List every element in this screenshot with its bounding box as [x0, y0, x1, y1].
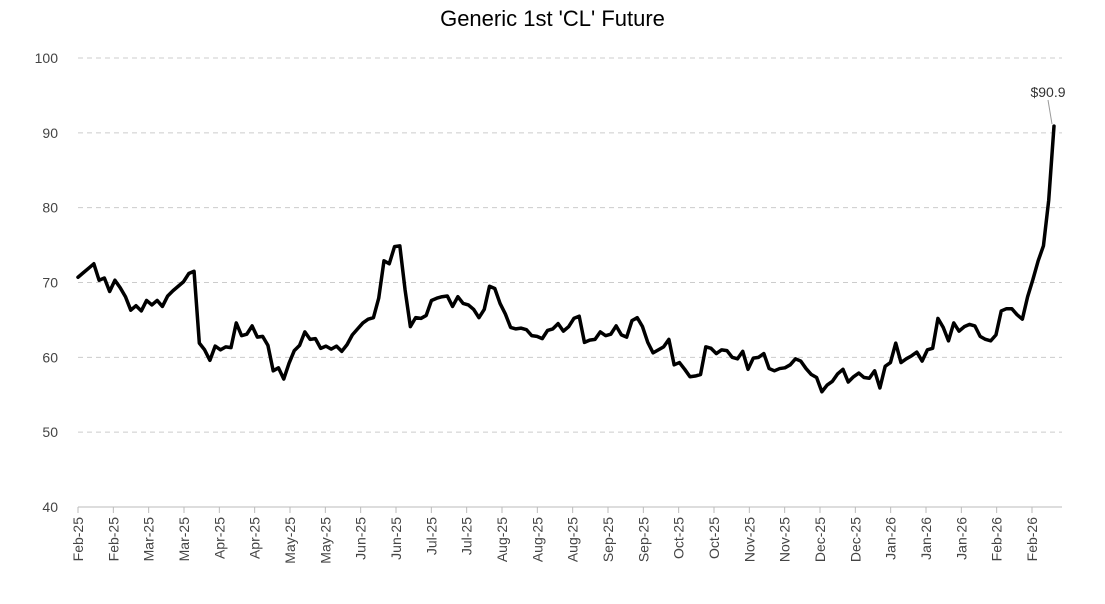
x-tick-label: Feb-26 — [989, 517, 1005, 562]
x-axis: Feb-25 Feb-25 Mar-25 Mar-25 Apr-25 Apr-25 May-… — [70, 506, 1062, 564]
x-tick-label: Jan-26 — [918, 517, 934, 560]
y-tick-label: 100 — [35, 50, 59, 66]
y-tick-label: 40 — [42, 499, 58, 515]
x-tick-label: Aug-25 — [565, 517, 581, 562]
x-tick-label: Jul-25 — [423, 517, 439, 555]
x-tick-label: Nov-25 — [741, 517, 757, 562]
y-tick-label: 50 — [42, 424, 58, 440]
x-tick-label: Dec-25 — [812, 517, 828, 562]
series-line — [76, 124, 1056, 394]
x-tick-label: Jul-25 — [459, 517, 475, 555]
x-tick-label: Oct-25 — [671, 517, 687, 559]
x-tick-label: Jan-26 — [883, 517, 899, 560]
gridlines — [78, 57, 1062, 433]
x-tick-label: Sep-25 — [600, 517, 616, 562]
x-tick-label: Sep-25 — [635, 517, 651, 562]
annotation-group: $90.9 — [1030, 84, 1066, 125]
x-tick-label: Nov-25 — [777, 517, 793, 562]
x-tick-label: Apr-25 — [211, 517, 227, 559]
x-tick-label: Feb-26 — [1024, 517, 1040, 562]
y-tick-label: 70 — [42, 275, 58, 291]
annotation-leader — [1047, 99, 1053, 125]
x-tick-label: May-25 — [317, 517, 333, 564]
y-tick-label: 60 — [42, 349, 58, 365]
x-tick-label: Aug-25 — [494, 517, 510, 562]
x-tick-label: Mar-25 — [176, 517, 192, 562]
x-tick-label: May-25 — [282, 517, 298, 564]
x-tick-label: Dec-25 — [847, 517, 863, 562]
y-tick-label: 80 — [42, 200, 58, 216]
y-axis: 40 50 60 70 80 90 100 — [35, 50, 59, 515]
x-tick-label: Jun-25 — [353, 517, 369, 560]
series-group — [76, 124, 1056, 394]
x-tick-label: Oct-25 — [706, 517, 722, 559]
y-tick-label: 90 — [42, 125, 58, 141]
x-tick-label: Aug-25 — [529, 517, 545, 562]
x-tick-label: Apr-25 — [247, 517, 263, 559]
x-tick-label: Feb-25 — [105, 517, 121, 562]
annotation-label: $90.9 — [1030, 84, 1065, 100]
x-tick-label: Jun-25 — [388, 517, 404, 560]
x-tick-label: Feb-25 — [70, 517, 86, 562]
x-tick-label: Jan-26 — [953, 517, 969, 560]
x-tick-label: Mar-25 — [141, 517, 157, 562]
chart-title: Generic 1st 'CL' Future — [440, 6, 665, 31]
